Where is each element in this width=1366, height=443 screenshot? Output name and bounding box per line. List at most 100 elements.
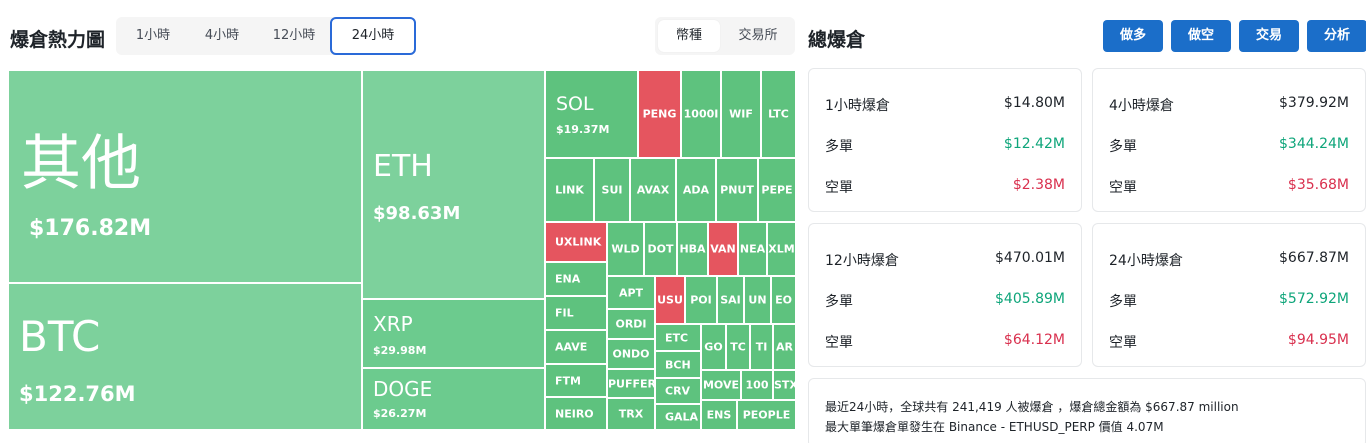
cell-other[interactable]: 其他 $176.82M xyxy=(8,70,362,283)
trade-button[interactable]: 交易 xyxy=(1239,20,1299,52)
cell-xrp-symbol: XRP xyxy=(373,312,413,336)
cell-trx[interactable]: TRX xyxy=(607,398,655,430)
tab-24h[interactable]: 24小時 xyxy=(330,17,416,55)
tab-coin[interactable]: 幣種 xyxy=(658,20,720,52)
cell-van[interactable]: VAN xyxy=(708,222,738,276)
cell-pol-symbol: POI xyxy=(690,293,712,307)
cell-btc[interactable]: BTC $122.76M xyxy=(8,283,362,430)
cell-eos-symbol: EO xyxy=(775,293,792,307)
cell-1000[interactable]: 1000I xyxy=(681,70,721,158)
cell-other-amount: $176.82M xyxy=(29,216,152,241)
cell-ordi[interactable]: ORDI xyxy=(607,309,655,339)
cell-tc-symbol: TC xyxy=(730,340,746,354)
cell-wif[interactable]: WIF xyxy=(721,70,761,158)
cell-pnut[interactable]: PNUT xyxy=(716,158,758,222)
cell-ltc[interactable]: LTC xyxy=(761,70,796,158)
cell-hba[interactable]: HBA xyxy=(677,222,708,276)
cell-puffer[interactable]: PUFFER xyxy=(607,369,655,398)
cell-100[interactable]: 100 xyxy=(741,370,773,400)
cell-doge-symbol: DOGE xyxy=(373,377,433,401)
cell-ti-symbol: TI xyxy=(755,340,768,354)
cell-bch[interactable]: BCH xyxy=(655,351,701,378)
tab-exchange[interactable]: 交易所 xyxy=(738,28,778,43)
cell-ftm-symbol: FTM xyxy=(555,374,581,387)
tab-1h[interactable]: 1小時 xyxy=(135,28,171,43)
cell-ti[interactable]: TI xyxy=(750,324,773,370)
cell-pepe-symbol: PEPE xyxy=(761,183,793,197)
cell-xlm[interactable]: XLM xyxy=(767,222,796,276)
long-label: 多單 xyxy=(1109,294,1137,310)
cell-ada[interactable]: ADA xyxy=(676,158,716,222)
cell-crv[interactable]: CRV xyxy=(655,378,701,404)
long-label: 多單 xyxy=(825,294,853,310)
total-liquidation-title: 總爆倉 xyxy=(808,29,866,51)
cell-ena-symbol: ENA xyxy=(555,272,581,286)
cell-doge[interactable]: DOGE $26.27M xyxy=(362,368,545,430)
card-total: $470.01M xyxy=(995,250,1065,266)
card-24h: 24小時爆倉 $667.87M 多單 $572.92M 空單 $94.95M xyxy=(1092,223,1366,367)
cell-link[interactable]: LINK xyxy=(545,158,594,222)
cell-apt-symbol: APT xyxy=(618,286,644,299)
cell-link-symbol: LINK xyxy=(555,183,584,197)
cell-sol-amount: $19.37M xyxy=(556,123,610,136)
cell-fil[interactable]: FIL xyxy=(545,296,607,330)
short-value: $35.68M xyxy=(1287,177,1349,193)
long-value: $405.89M xyxy=(995,291,1065,307)
card-1h: 1小時爆倉 $14.80M 多單 $12.42M 空單 $2.38M xyxy=(808,68,1082,212)
cell-pepe[interactable]: PEPE xyxy=(758,158,796,222)
cell-avax[interactable]: AVAX xyxy=(630,158,676,222)
cell-eos[interactable]: EO xyxy=(771,276,796,324)
card-total: $379.92M xyxy=(1279,95,1349,111)
cell-uxlink[interactable]: UXLINK xyxy=(545,222,607,262)
liquidation-summary: 最近24小時，全球共有 241,419 人被爆倉 ，爆倉總金額為 $667.87… xyxy=(808,378,1366,443)
cell-ftm[interactable]: FTM xyxy=(545,364,607,397)
cell-gc[interactable]: GO xyxy=(701,324,726,370)
cell-ens[interactable]: ENS xyxy=(701,400,737,430)
cell-avax-symbol: AVAX xyxy=(636,183,670,197)
cell-other-symbol: 其他 xyxy=(21,129,141,199)
cell-aave[interactable]: AAVE xyxy=(545,330,607,364)
cell-tc[interactable]: TC xyxy=(726,324,750,370)
cell-ar-symbol: AR xyxy=(776,340,793,354)
cell-uni-symbol: UN xyxy=(748,293,767,307)
cell-usu[interactable]: USU xyxy=(655,276,685,324)
cell-eth[interactable]: ETH $98.63M xyxy=(362,70,545,299)
card-12h: 12小時爆倉 $470.01M 多單 $405.89M 空單 $64.12M xyxy=(808,223,1082,367)
cell-people-symbol: PEOPLE xyxy=(742,408,791,422)
cell-ar[interactable]: AR xyxy=(773,324,796,370)
cell-ondo[interactable]: ONDO xyxy=(607,339,655,369)
analysis-button[interactable]: 分析 xyxy=(1307,20,1366,52)
cell-move[interactable]: MOVE xyxy=(701,370,741,400)
cell-ena[interactable]: ENA xyxy=(545,262,607,296)
cell-apt[interactable]: APT xyxy=(607,276,655,309)
short-label: 空單 xyxy=(825,335,853,351)
cell-gala[interactable]: GALA xyxy=(655,404,701,430)
long-label: 多單 xyxy=(825,139,853,155)
cell-etc[interactable]: ETC xyxy=(655,324,701,351)
cell-gc-symbol: GO xyxy=(704,340,723,354)
cell-dot[interactable]: DOT xyxy=(644,222,677,276)
cell-xrp[interactable]: XRP $29.98M xyxy=(362,299,545,368)
view-selector: 幣種 交易所 xyxy=(655,17,795,55)
cell-pol[interactable]: POI xyxy=(685,276,717,324)
cell-sol-symbol: SOL xyxy=(556,93,594,115)
cell-uni[interactable]: UN xyxy=(744,276,771,324)
tab-12h[interactable]: 12小時 xyxy=(272,28,316,43)
cell-neiro[interactable]: NEIRO xyxy=(545,397,607,430)
card-total: $14.80M xyxy=(1003,95,1065,111)
cell-wld[interactable]: WLD xyxy=(607,222,644,276)
cell-stx[interactable]: STX xyxy=(773,370,796,400)
long-value: $344.24M xyxy=(1279,136,1349,152)
cell-btc-symbol: BTC xyxy=(19,312,101,361)
long-button[interactable]: 做多 xyxy=(1103,20,1163,52)
cell-sol[interactable]: SOL $19.37M xyxy=(545,70,638,158)
cell-van-symbol: VAN xyxy=(710,242,736,256)
cell-nea[interactable]: NEA xyxy=(738,222,767,276)
short-label: 空單 xyxy=(825,180,853,196)
cell-sui[interactable]: SUI xyxy=(594,158,630,222)
cell-peng[interactable]: PENG xyxy=(638,70,681,158)
cell-sai[interactable]: SAI xyxy=(717,276,744,324)
cell-people[interactable]: PEOPLE xyxy=(737,400,796,430)
short-button[interactable]: 做空 xyxy=(1171,20,1231,52)
tab-4h[interactable]: 4小時 xyxy=(204,28,240,43)
